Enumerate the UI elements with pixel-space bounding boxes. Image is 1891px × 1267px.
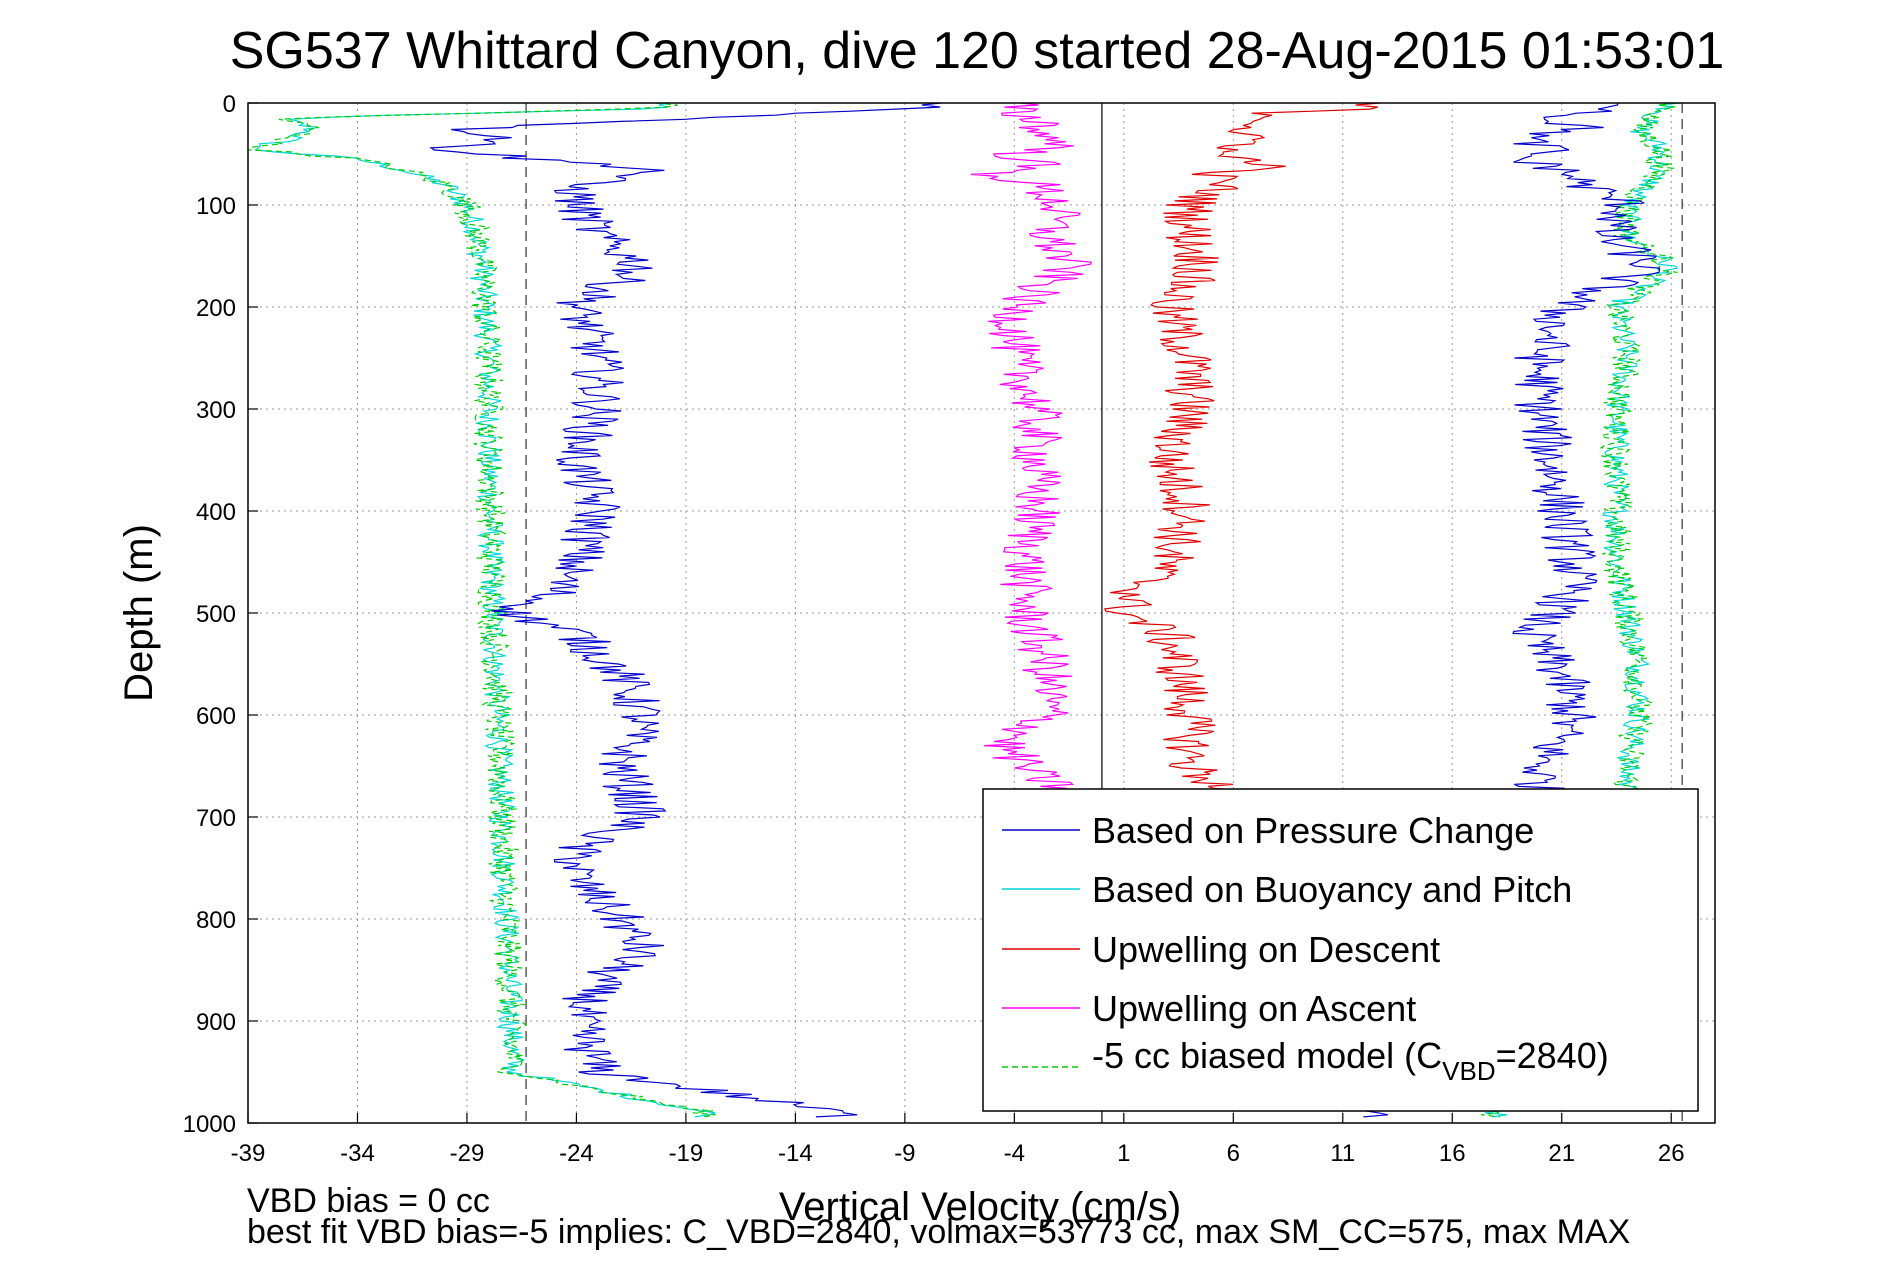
y-tick-label: 100 [196,193,236,220]
y-axis-label: Depth (m) [117,524,161,702]
biased-model-ascent-line [1481,102,1678,1118]
x-tick-label: 6 [1227,1140,1240,1167]
y-tick-label: 1000 [183,1111,236,1138]
y-tick-label: 400 [196,499,236,526]
legend-label-pressure: Based on Pressure Change [1092,810,1534,851]
y-tick-label: 700 [196,805,236,832]
biased-model-descent-line [247,102,716,1118]
pressure-change-descent-line [429,102,941,1118]
upwelling-ascent-line [970,102,1093,798]
x-tick-label: 21 [1548,1140,1575,1167]
x-tick-label: -14 [778,1140,813,1167]
x-ticks: -39 -34 -29 -24 -19 -14 -9 -4 1 6 11 16 21 26 [231,1113,1685,1167]
legend-label-descent: Upwelling on Descent [1092,929,1440,970]
bias-annotation: VBD bias = 0 cc [247,1182,490,1220]
y-ticks: 0 100 200 300 400 500 600 700 800 900 1000 [183,91,258,1138]
x-tick-label: -4 [1004,1140,1025,1167]
y-tick-label: 600 [196,703,236,730]
x-tick-label: -19 [669,1140,704,1167]
y-tick-label: 0 [223,91,236,118]
y-tick-label: 500 [196,601,236,628]
x-axis-label: Vertical Velocity (cm/s) [779,1185,1181,1229]
x-tick-label: -9 [894,1140,915,1167]
y-tick-label: 300 [196,397,236,424]
legend-label-ascent: Upwelling on Ascent [1092,988,1416,1029]
x-tick-label: -29 [450,1140,485,1167]
y-tick-label: 800 [196,907,236,934]
legend-box [982,788,1699,1112]
fit-annotation: best fit VBD bias=-5 implies: C_VBD=2840… [247,1213,1630,1251]
legend-label-biased: -5 cc biased model (CVBD=2840) [1092,1035,1609,1086]
x-tick-label: -24 [559,1140,594,1167]
series-layer [247,102,1681,1118]
y-tick-label: 200 [196,295,236,322]
x-tick-label: -39 [231,1140,266,1167]
x-tick-label: 16 [1439,1140,1466,1167]
buoyancy-pitch-descent-line [253,102,716,1118]
chart-title: SG537 Whittard Canyon, dive 120 started … [230,22,1725,80]
x-tick-label: 11 [1330,1140,1355,1167]
y-tick-label: 900 [196,1009,236,1036]
x-tick-label: 1 [1117,1140,1130,1167]
legend: Based on Pressure Change Based on Buoyan… [982,788,1699,1112]
x-tick-label: 26 [1658,1140,1685,1167]
upwelling-descent-line [1104,102,1381,798]
x-tick-label: -34 [340,1140,375,1167]
legend-label-buoyancy: Based on Buoyancy and Pitch [1092,869,1572,910]
